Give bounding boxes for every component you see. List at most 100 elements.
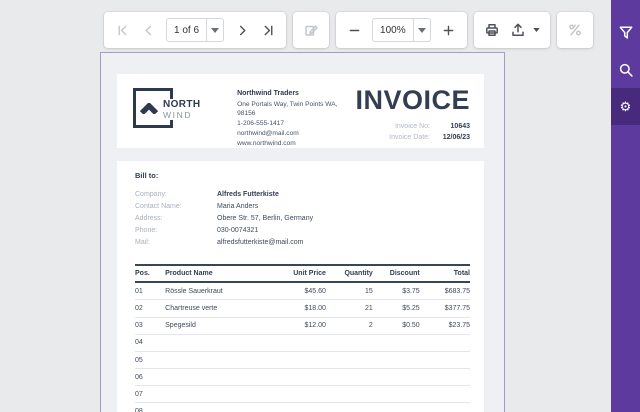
pagination-group: 1 of 6: [104, 12, 286, 48]
export-dropdown-caret[interactable]: [533, 28, 543, 32]
edit-icon: [304, 23, 318, 37]
zoom-level-combobox[interactable]: 100%: [372, 18, 431, 42]
table-row: 01Rössle Sauerkraut$45.6015$3.75$683.75: [135, 282, 470, 300]
table-cell: [165, 403, 276, 412]
next-page-button[interactable]: [231, 18, 253, 42]
invoice-body: Bill to: Company:Alfreds FutterkisteCont…: [117, 161, 484, 412]
first-page-button[interactable]: [111, 18, 133, 42]
table-cell: 04: [135, 334, 165, 351]
print-button[interactable]: [481, 18, 503, 42]
table-cell: [326, 403, 373, 412]
invoice-title-block: INVOICE Invoice No:10643Invoice Date:12/…: [355, 74, 484, 148]
bill-to-label: Phone:: [135, 225, 217, 237]
table-cell: [165, 334, 276, 351]
table-cell: 01: [135, 282, 165, 300]
export-icon: [511, 23, 525, 37]
bill-to-value: Obere Str. 57, Berlin, Germany: [217, 213, 313, 225]
bill-to-row: Company:Alfreds Futterkiste: [135, 189, 470, 201]
table-cell: 15: [326, 282, 373, 300]
company-email: northwind@mail.com: [237, 129, 355, 139]
table-cell: [165, 351, 276, 368]
table-cell: [276, 369, 326, 386]
table-cell: [276, 334, 326, 351]
table-cell: 08: [135, 403, 165, 412]
column-header: Product Name: [165, 265, 276, 282]
bill-to-heading: Bill to:: [135, 171, 470, 180]
invoice-items-table: Pos.Product NameUnit PriceQuantityDiscou…: [135, 264, 470, 412]
last-page-button[interactable]: [257, 18, 279, 42]
table-cell: $45.60: [276, 282, 326, 300]
table-row: 04: [135, 334, 470, 351]
table-cell: [326, 351, 373, 368]
chevron-down-icon[interactable]: [413, 19, 430, 41]
plus-icon: [442, 24, 455, 37]
table-row: 06: [135, 369, 470, 386]
meta-label: Invoice Date:: [389, 132, 430, 143]
company-website: www.northwind.com: [237, 139, 355, 149]
bill-to-label: Contact Name:: [135, 201, 217, 213]
minus-icon: [348, 24, 361, 37]
print-export-group: [474, 12, 550, 48]
invoice-header: NORTH WIND Northwind Traders One Portals…: [117, 74, 484, 148]
sidebar-item-settings[interactable]: ⚙: [611, 88, 640, 125]
chevron-down-icon[interactable]: [206, 19, 223, 41]
filter-icon: [619, 26, 633, 40]
table-cell: [420, 351, 470, 368]
table-cell: [165, 386, 276, 403]
table-cell: $683.75: [420, 282, 470, 300]
bill-to-value: 030-0074321: [217, 225, 258, 237]
bill-to-row: Mail:alfredsfutterkiste@mail.com: [135, 237, 470, 249]
zoom-out-button[interactable]: [343, 18, 365, 42]
chevron-left-icon: [142, 24, 155, 37]
table-cell: [373, 334, 420, 351]
table-cell: [276, 351, 326, 368]
table-cell: $18.00: [276, 300, 326, 317]
logo-text: NORTH WIND: [160, 99, 201, 120]
zoom-in-button[interactable]: [438, 18, 460, 42]
parameters-button[interactable]: [564, 18, 586, 42]
column-header: Discount: [373, 265, 420, 282]
table-cell: [326, 386, 373, 403]
table-cell: [420, 369, 470, 386]
invoice-meta: Invoice No:10643Invoice Date:12/06/23: [355, 121, 470, 143]
invoice-meta-row: Invoice No:10643: [355, 121, 470, 132]
meta-label: Invoice No:: [395, 121, 430, 132]
company-address: One Portals Way, Twin Points WA, 98156: [237, 100, 355, 120]
table-cell: [373, 351, 420, 368]
sidebar-item-filter[interactable]: [611, 14, 640, 51]
table-cell: 05: [135, 351, 165, 368]
table-cell: 07: [135, 386, 165, 403]
bill-to-value: alfredsfutterkiste@mail.com: [217, 237, 303, 249]
page-number-combobox[interactable]: 1 of 6: [166, 18, 224, 42]
parameters-group: [557, 12, 593, 48]
table-cell: [373, 386, 420, 403]
previous-page-button[interactable]: [137, 18, 159, 42]
table-cell: [276, 386, 326, 403]
table-cell: [326, 334, 373, 351]
bill-to-value: Maria Anders: [217, 201, 258, 213]
bill-to-row: Contact Name:Maria Anders: [135, 201, 470, 213]
edit-group: [293, 12, 329, 48]
search-icon: [619, 63, 633, 77]
meta-value: 12/06/23: [430, 132, 470, 143]
table-cell: $377.75: [420, 300, 470, 317]
meta-value: 10643: [430, 121, 470, 132]
sidebar-item-search[interactable]: [611, 51, 640, 88]
chevron-up-icon: [140, 103, 158, 114]
report-design-button[interactable]: [300, 18, 322, 42]
company-name: Northwind Traders: [237, 89, 355, 100]
column-header: Pos.: [135, 265, 165, 282]
table-cell: [420, 403, 470, 412]
invoice-title: INVOICE: [355, 87, 470, 114]
printer-icon: [485, 23, 499, 37]
zoom-group: 100%: [336, 12, 467, 48]
export-button[interactable]: [507, 18, 529, 42]
bill-to-label: Company:: [135, 189, 217, 201]
table-cell: [420, 334, 470, 351]
zoom-level-value: 100%: [373, 19, 413, 41]
company-info: Northwind Traders One Portals Way, Twin …: [237, 89, 355, 148]
table-cell: 02: [135, 300, 165, 317]
table-cell: Rössle Sauerkraut: [165, 282, 276, 300]
company-phone: 1-206-555-1417: [237, 119, 355, 129]
table-cell: Spegesild: [165, 317, 276, 334]
